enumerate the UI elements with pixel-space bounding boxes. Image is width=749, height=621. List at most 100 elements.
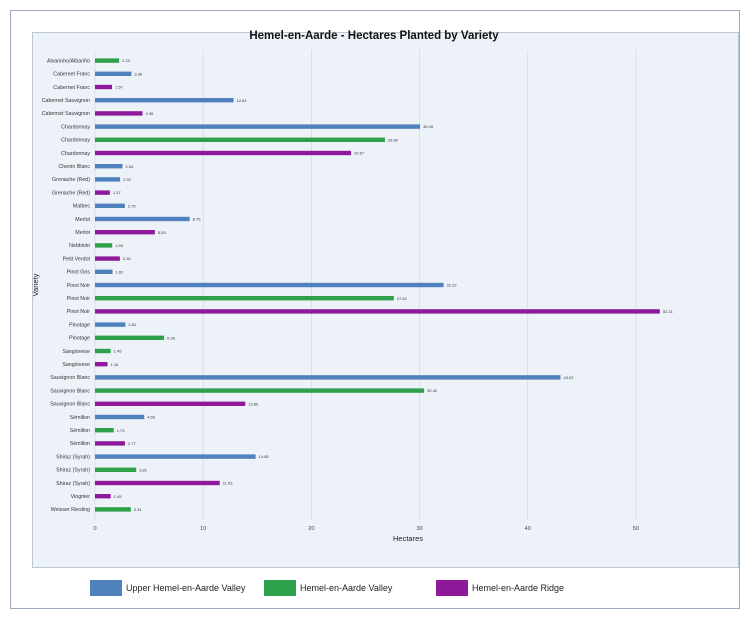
- legend-swatch-valley: [264, 580, 296, 596]
- value-label-shiraz-syrah-hemel-en-aarde-ridge: 11.53: [223, 481, 233, 486]
- value-label-sauvignon-blanc-upper-hemel-en-aarde-valley: 43.03: [564, 375, 575, 380]
- value-label-malbec-upper-hemel-en-aarde-valley: 2.76: [128, 203, 137, 208]
- y-axis-label: Variety: [31, 273, 40, 296]
- category-label-merlot: Merlot: [75, 217, 90, 223]
- category-label-weisser-riesling: Weisser Riesling: [51, 507, 90, 513]
- value-label-chardonnay-upper-hemel-en-aarde-valley: 30.05: [423, 124, 434, 129]
- x-tick-label-50: 50: [633, 526, 639, 532]
- category-label-cabernet-sauvignon: Cabernet Sauvignon: [42, 98, 90, 104]
- legend-swatch-upper-valley: [90, 580, 122, 596]
- bar-chardonnay-hemel-en-aarde-valley: [95, 137, 385, 142]
- value-label-pinot-noir-hemel-en-aarde-valley: 27.62: [397, 296, 408, 301]
- bar-cabernet-franc-upper-hemel-en-aarde-valley: [95, 71, 132, 76]
- value-label-sangiovese-hemel-en-aarde-valley: 1.45: [114, 349, 123, 354]
- bar-sauvignon-blanc-hemel-en-aarde-valley: [95, 388, 425, 393]
- category-label-pinot-noir: Pinot Noir: [67, 296, 90, 302]
- category-label-sauvignon-blanc: Sauvignon Blanc: [50, 402, 90, 408]
- value-label-semillon-hemel-en-aarde-valley: 1.73: [117, 428, 126, 433]
- bar-pinot-gris-upper-hemel-en-aarde-valley: [95, 269, 113, 274]
- legend-label-upper-valley: Upper Hemel-en-Aarde Valley: [126, 583, 246, 593]
- value-label-pinotage-hemel-en-aarde-valley: 6.39: [167, 335, 176, 340]
- category-label-petit-verdot: Petit Verdot: [63, 256, 91, 262]
- bar-chardonnay-upper-hemel-en-aarde-valley: [95, 124, 421, 129]
- category-label-pinot-gris: Pinot Gris: [67, 270, 91, 276]
- x-tick-label-0: 0: [93, 526, 96, 532]
- bar-sauvignon-blanc-upper-hemel-en-aarde-valley: [95, 375, 561, 380]
- bar-weisser-riesling-hemel-en-aarde-valley: [95, 507, 131, 512]
- bar-nebbiolo-hemel-en-aarde-valley: [95, 243, 113, 248]
- category-label-chardonnay: Chardonnay: [61, 151, 90, 157]
- value-labels: 2.23 3.36 1.57 12.81 4.39 30.05 26.80 23.67 2.54…: [111, 58, 674, 512]
- value-label-shiraz-syrah-upper-hemel-en-aarde-valley: 14.85: [259, 454, 270, 459]
- legend: Upper Hemel-en-Aarde Valley Hemel-en-Aar…: [90, 578, 690, 600]
- bar-shiraz-syrah-hemel-en-aarde-valley: [95, 467, 137, 472]
- value-label-cabernet-franc-upper-hemel-en-aarde-valley: 3.36: [134, 71, 143, 76]
- category-label-chenin-blanc: Chenin Blanc: [58, 164, 90, 170]
- category-label-shiraz-syrah: Shiraz (Syrah): [56, 454, 90, 460]
- value-label-cabernet-sauvignon-hemel-en-aarde-ridge: 4.39: [145, 111, 154, 116]
- bar-pinotage-upper-hemel-en-aarde-valley: [95, 322, 126, 327]
- x-tick-label-30: 30: [416, 526, 422, 532]
- legend-item-ridge: Hemel-en-Aarde Ridge: [436, 578, 564, 598]
- value-label-sangiovese-hemel-en-aarde-ridge: 1.16: [111, 362, 120, 367]
- bar-pinot-noir-hemel-en-aarde-valley: [95, 296, 394, 301]
- category-label-malbec: Malbec: [73, 204, 90, 210]
- value-label-petit-verdot-hemel-en-aarde-ridge: 2.30: [123, 256, 132, 261]
- bar-merlot-upper-hemel-en-aarde-valley: [95, 216, 190, 222]
- x-tick-label-10: 10: [200, 526, 206, 532]
- bar-chardonnay-hemel-en-aarde-ridge: [95, 150, 352, 156]
- category-label-chardonnay: Chardonnay: [61, 138, 90, 144]
- bar-cabernet-franc-hemel-en-aarde-ridge: [95, 84, 112, 90]
- bar-pinotage-hemel-en-aarde-valley: [95, 335, 165, 340]
- value-label-semillon-hemel-en-aarde-ridge: 2.77: [128, 441, 137, 446]
- legend-label-valley: Hemel-en-Aarde Valley: [300, 583, 393, 593]
- category-label-semillon: Sémillon: [70, 415, 90, 421]
- value-label-pinotage-upper-hemel-en-aarde-valley: 2.81: [128, 322, 137, 327]
- category-label-merlot: Merlot: [75, 230, 90, 236]
- category-label-semillon: Sémillon: [70, 428, 90, 434]
- x-axis-label: Hectares: [393, 534, 423, 543]
- bar-chenin-blanc-upper-hemel-en-aarde-valley: [95, 164, 123, 169]
- chart-title: Hemel-en-Aarde - Hectares Planted by Var…: [249, 30, 499, 42]
- bar-alvarinho-albarino-hemel-en-aarde-valley: [95, 58, 120, 63]
- category-label-chardonnay: Chardonnay: [61, 124, 90, 130]
- bar-grenache-red-upper-hemel-en-aarde-valley: [95, 177, 121, 182]
- bar-shiraz-syrah-hemel-en-aarde-ridge: [95, 480, 220, 486]
- legend-label-ridge: Hemel-en-Aarde Ridge: [472, 583, 565, 593]
- value-label-pinot-noir-hemel-en-aarde-ridge: 52.21: [663, 309, 674, 314]
- value-label-cabernet-sauvignon-upper-hemel-en-aarde-valley: 12.81: [237, 98, 248, 103]
- value-label-chardonnay-hemel-en-aarde-ridge: 23.67: [354, 151, 365, 156]
- legend-item-upper-valley: Upper Hemel-en-Aarde Valley: [90, 578, 245, 598]
- category-label-cabernet-franc: Cabernet Franc: [53, 72, 90, 78]
- category-label-semillon: Sémillon: [70, 441, 90, 447]
- category-label-alvarinho-albarino: Alvarinho/Albariño: [47, 58, 90, 64]
- value-label-shiraz-syrah-hemel-en-aarde-valley: 3.81: [139, 467, 148, 472]
- bar-semillon-hemel-en-aarde-ridge: [95, 441, 125, 446]
- value-label-cabernet-franc-hemel-en-aarde-ridge: 1.57: [115, 85, 124, 90]
- bar-pinot-noir-hemel-en-aarde-ridge: [95, 309, 660, 314]
- value-label-semillon-upper-hemel-en-aarde-valley: 4.55: [147, 415, 156, 420]
- bars: [95, 58, 660, 512]
- category-label-pinotage: Pinotage: [69, 336, 90, 342]
- value-label-chenin-blanc-upper-hemel-en-aarde-valley: 2.54: [125, 164, 134, 169]
- category-label-grenache-red: Grenache (Red): [52, 177, 90, 183]
- bar-sangiovese-hemel-en-aarde-ridge: [95, 362, 108, 367]
- bar-malbec-upper-hemel-en-aarde-valley: [95, 203, 125, 208]
- category-label-shiraz-syrah: Shiraz (Syrah): [56, 481, 90, 487]
- legend-item-valley: Hemel-en-Aarde Valley: [264, 578, 392, 598]
- value-label-pinot-gris-upper-hemel-en-aarde-valley: 1.62: [116, 269, 125, 274]
- bar-petit-verdot-hemel-en-aarde-ridge: [95, 256, 120, 261]
- bar-sangiovese-hemel-en-aarde-valley: [95, 348, 111, 354]
- legend-swatch-ridge: [436, 580, 468, 596]
- bar-viognier-hemel-en-aarde-ridge: [95, 494, 111, 499]
- value-label-sauvignon-blanc-hemel-en-aarde-ridge: 13.89: [248, 401, 259, 406]
- value-label-weisser-riesling-hemel-en-aarde-valley: 3.31: [134, 507, 143, 512]
- category-label-viognier: Viognier: [71, 494, 91, 500]
- value-label-merlot-hemel-en-aarde-ridge: 5.53: [158, 230, 167, 235]
- category-label-sangiovese: Sangiovese: [62, 349, 90, 355]
- bar-merlot-hemel-en-aarde-ridge: [95, 230, 155, 235]
- category-label-pinot-noir: Pinot Noir: [67, 283, 90, 289]
- category-label-sangiovese: Sangiovese: [62, 362, 90, 368]
- value-label-nebbiolo-hemel-en-aarde-valley: 1.59: [115, 243, 124, 248]
